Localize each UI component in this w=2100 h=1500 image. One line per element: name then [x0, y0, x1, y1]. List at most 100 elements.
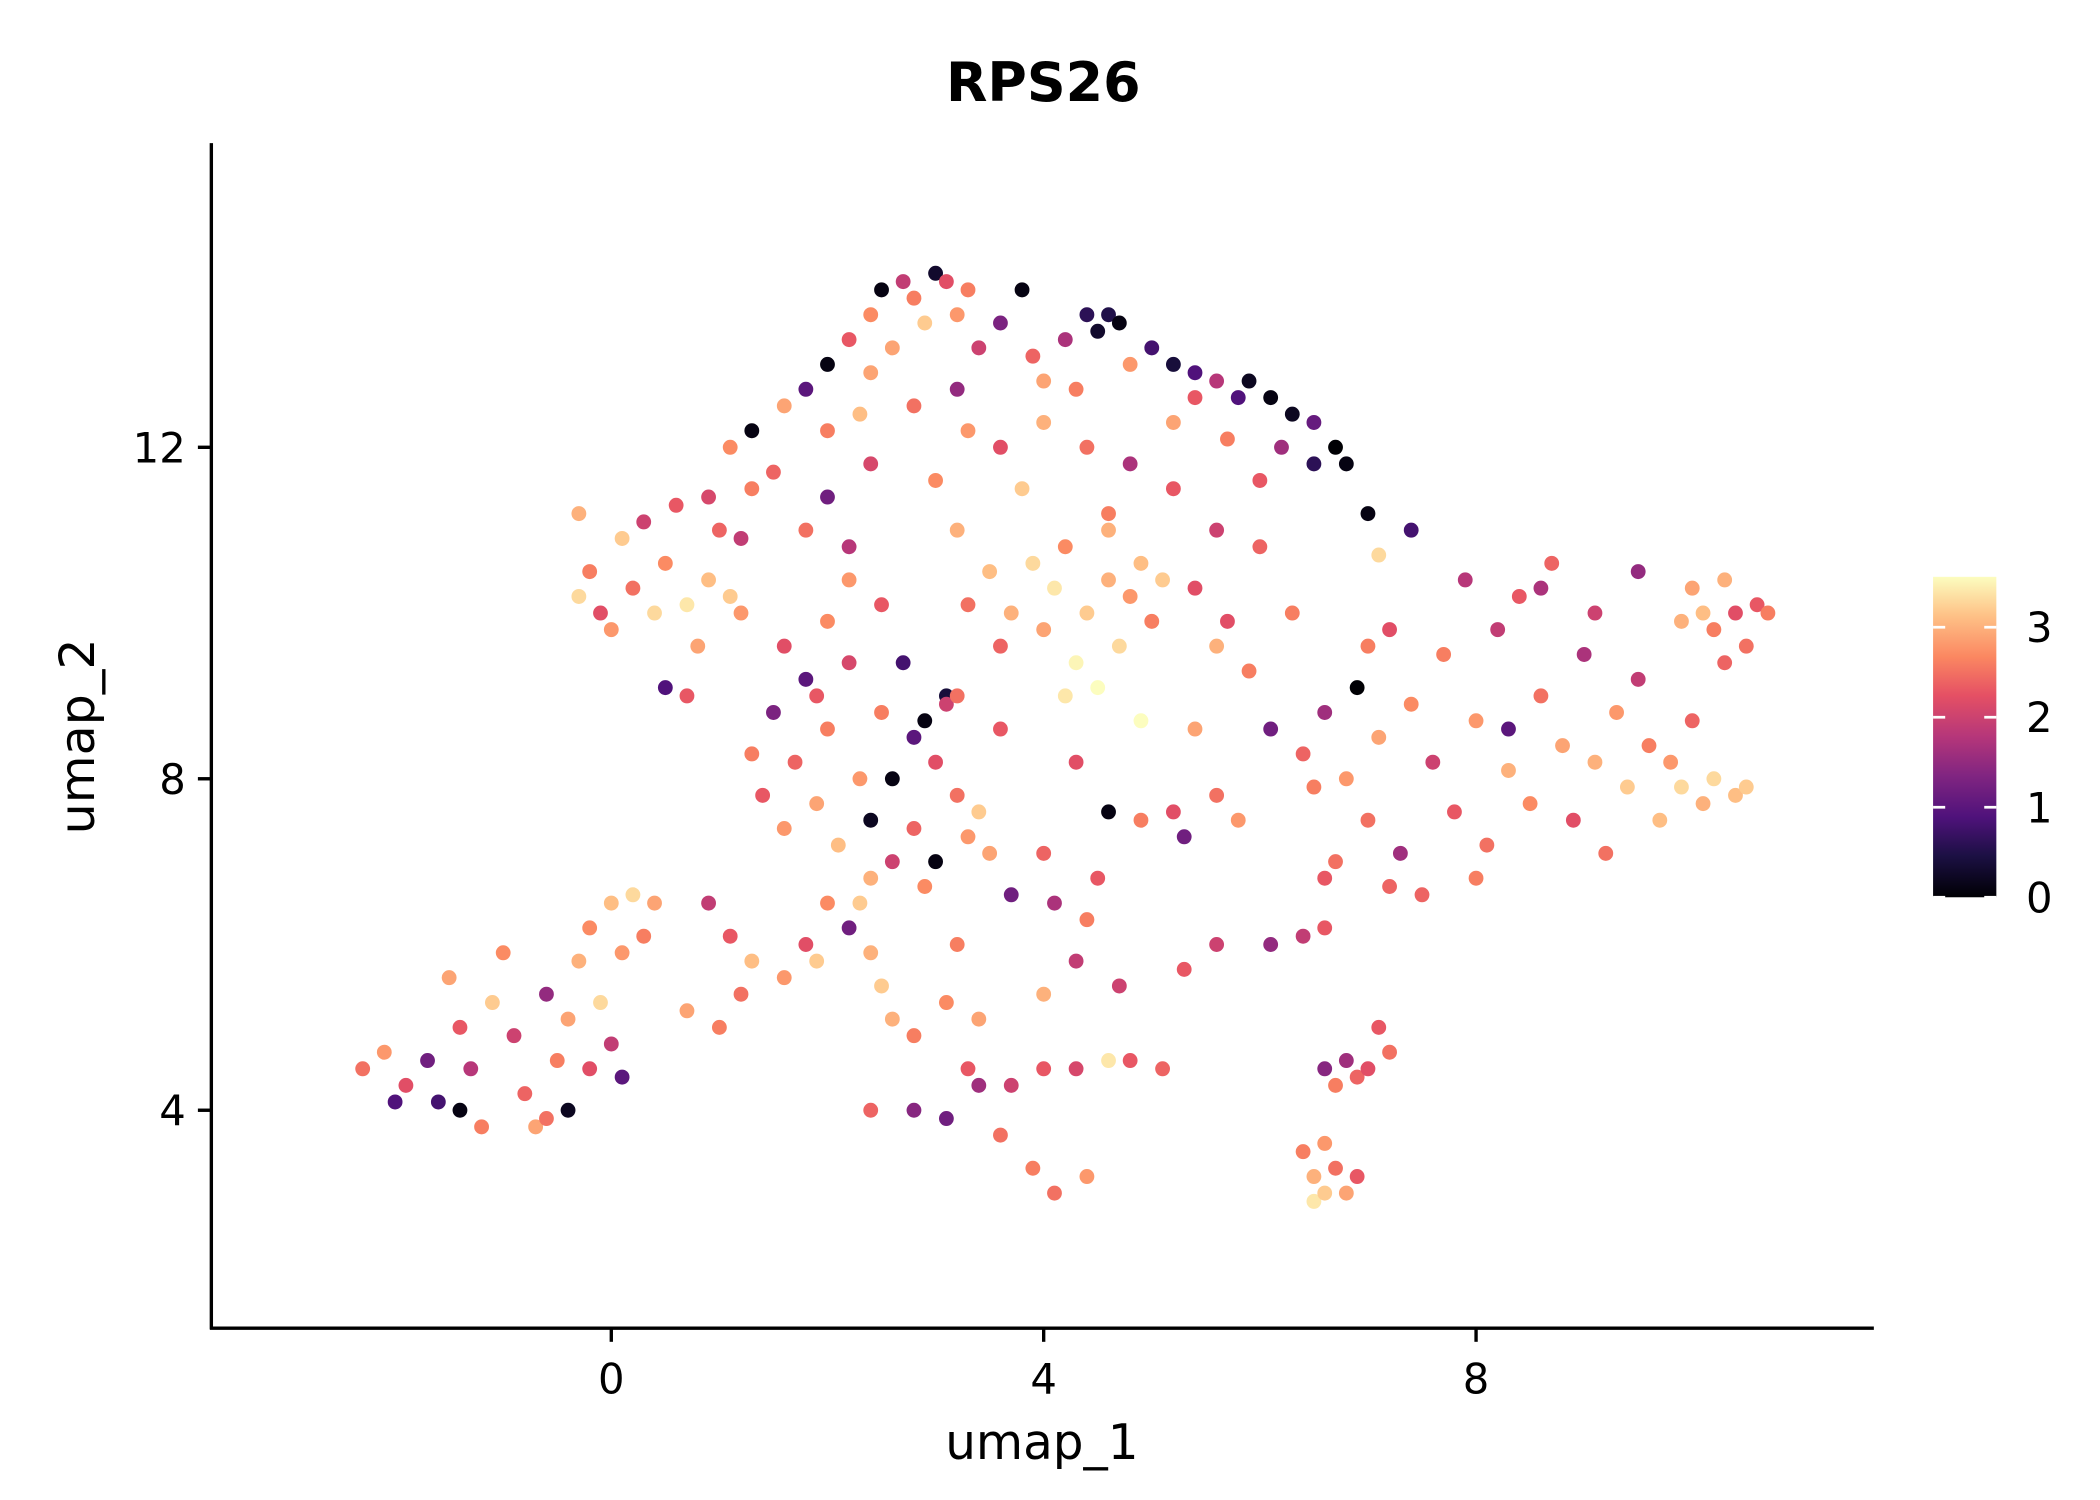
- cell-point: [1122, 456, 1138, 472]
- cell-point: [1306, 1193, 1322, 1209]
- x-axis-label: umap_1: [945, 1414, 1138, 1471]
- cell-point: [744, 746, 760, 762]
- cell-point: [1306, 1169, 1322, 1185]
- cell-point: [1209, 787, 1225, 803]
- cell-point: [1317, 1061, 1333, 1077]
- cell-point: [495, 945, 511, 961]
- cell-point: [841, 332, 857, 348]
- cell-point: [1101, 506, 1116, 522]
- cell-point: [1544, 555, 1560, 571]
- cell-point: [1068, 1061, 1084, 1077]
- cell-point: [906, 1028, 922, 1044]
- cell-point: [906, 398, 922, 414]
- cell-point: [1328, 439, 1343, 455]
- cell-point: [776, 638, 792, 654]
- cell-point: [820, 356, 835, 372]
- cell-point: [1263, 390, 1279, 406]
- cell-point: [1317, 870, 1333, 886]
- cell-point: [1371, 547, 1387, 563]
- cell-point: [1565, 812, 1581, 828]
- cell-point: [744, 953, 760, 969]
- cell-point: [960, 829, 976, 845]
- cell-point: [582, 1061, 598, 1077]
- cell-point: [1295, 1144, 1311, 1160]
- cell-point: [1122, 1053, 1138, 1069]
- cell-point: [917, 315, 933, 331]
- cell-point: [1338, 1185, 1354, 1201]
- cell-point: [1274, 439, 1289, 455]
- cell-point: [993, 439, 1008, 455]
- cell-point: [1014, 282, 1030, 298]
- cell-point: [1447, 804, 1462, 820]
- cell-point: [722, 439, 738, 455]
- cell-point: [593, 605, 608, 621]
- cell-point: [820, 721, 835, 737]
- cell-point: [1090, 323, 1106, 339]
- cell-point: [1025, 1160, 1041, 1176]
- cell-point: [1144, 613, 1160, 629]
- cell-point: [1068, 953, 1084, 969]
- cell-point: [841, 920, 857, 936]
- cell-point: [938, 995, 954, 1011]
- cell-point: [1663, 754, 1679, 770]
- cell-point: [1674, 613, 1689, 629]
- cell-point: [1468, 870, 1484, 886]
- cell-point: [1392, 845, 1408, 861]
- cell-point: [1684, 713, 1700, 729]
- cell-point: [1230, 390, 1246, 406]
- cell-point: [884, 771, 900, 787]
- cell-point: [852, 771, 868, 787]
- cell-point: [528, 1119, 544, 1135]
- y-tick-label: 12: [133, 423, 186, 472]
- points-layer: [355, 265, 1776, 1209]
- cell-point: [452, 1102, 468, 1118]
- cell-point: [1490, 622, 1506, 638]
- cell-point: [1090, 680, 1106, 696]
- cell-point: [895, 274, 911, 290]
- cell-point: [982, 564, 998, 580]
- cell-point: [1760, 605, 1776, 621]
- cell-point: [1036, 414, 1052, 430]
- cell-point: [484, 995, 500, 1011]
- cell-point: [949, 307, 965, 323]
- x-ticks: 0 4 8: [598, 1328, 1489, 1404]
- cell-point: [463, 1061, 479, 1077]
- cell-point: [1317, 1135, 1333, 1151]
- chart-title: RPS26: [946, 51, 1141, 114]
- cell-point: [1263, 937, 1279, 953]
- y-tick-label: 8: [159, 755, 186, 804]
- cell-point: [917, 713, 933, 729]
- cell-point: [1360, 1061, 1376, 1077]
- cell-point: [928, 472, 943, 488]
- colorbar-tick-label: 0: [2026, 873, 2053, 922]
- cell-point: [1187, 390, 1203, 406]
- cell-point: [1317, 920, 1333, 936]
- cell-point: [938, 274, 954, 290]
- cell-point: [517, 1086, 533, 1102]
- cell-point: [960, 282, 976, 298]
- cell-point: [1133, 812, 1149, 828]
- cell-point: [1695, 605, 1711, 621]
- cell-point: [1220, 613, 1235, 629]
- cell-point: [1165, 414, 1181, 430]
- cell-point: [668, 497, 684, 513]
- cell-point: [582, 564, 598, 580]
- cell-point: [593, 995, 608, 1011]
- y-tick-label: 4: [159, 1086, 186, 1135]
- cell-point: [1014, 481, 1030, 497]
- cell-point: [884, 340, 900, 356]
- cell-point: [776, 970, 792, 986]
- cell-point: [1209, 373, 1225, 389]
- y-axis-label: umap_2: [50, 638, 107, 834]
- cell-point: [1036, 986, 1052, 1002]
- cell-point: [1555, 738, 1570, 754]
- cell-point: [1144, 340, 1160, 356]
- cell-point: [1382, 878, 1397, 894]
- cell-point: [1674, 779, 1689, 795]
- cell-point: [1511, 588, 1527, 604]
- cell-point: [1111, 638, 1127, 654]
- cell-point: [1187, 365, 1203, 381]
- cell-point: [1587, 605, 1603, 621]
- cell-point: [1360, 812, 1376, 828]
